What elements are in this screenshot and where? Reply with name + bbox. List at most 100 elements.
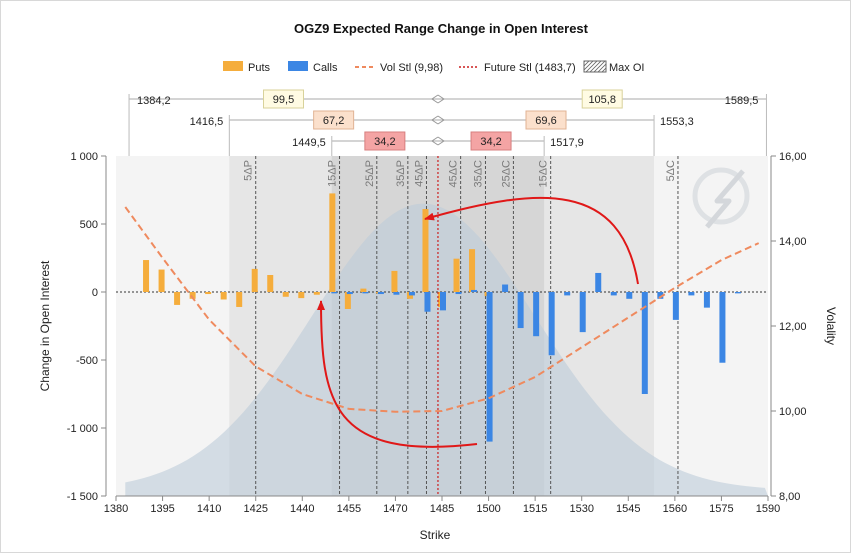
x-tick-label: 1425 [243, 503, 267, 515]
call-bar [408, 292, 415, 296]
put-bar [189, 292, 196, 299]
legend: Puts Calls Vol Stl (9,98) Future Stl (1483,… [223, 60, 644, 74]
put-bar [360, 288, 367, 292]
expected-ranges: 1384,2 1589,5 99,5 105,8 1416,5 1553,3 67,2 69,… [128, 89, 767, 156]
call-bar [440, 292, 446, 311]
y-tick-label: 1 000 [70, 151, 98, 163]
annotation-arrow-right [424, 196, 639, 285]
axes: 1380 1395 1410 1425 1440 1455 1470 1485 1500 1515… [67, 151, 807, 515]
call-bar [672, 292, 679, 320]
range-value-label: 105,8 [588, 94, 616, 106]
put-bar [329, 193, 336, 292]
call-bar [564, 292, 571, 296]
legend-swatch-hatch [583, 60, 607, 73]
x-axis-label: Strike [420, 528, 451, 542]
put-bar [298, 292, 305, 299]
put-bar [220, 292, 227, 300]
x-tick-label: 1455 [337, 503, 361, 515]
range-right-label: 1517,9 [550, 137, 584, 149]
y-tick-label: -1 500 [67, 491, 98, 503]
call-bar [610, 292, 617, 296]
range-right-label: 1589,5 [725, 95, 759, 107]
x-tick-label: 1545 [616, 503, 640, 515]
put-bar [282, 292, 289, 297]
watermark-logo-icon [692, 167, 750, 229]
legend-label: Calls [313, 62, 338, 74]
x-tick-label: 1500 [476, 503, 500, 515]
vol-curve-line [124, 206, 760, 413]
delta-label: 15ΔC [538, 160, 550, 188]
call-bar [331, 292, 338, 294]
call-bar [579, 292, 586, 333]
call-bar [424, 292, 431, 312]
legend-label: Puts [248, 62, 271, 74]
delta-label: 25ΔC [500, 160, 512, 188]
x-tick-label: 1590 [756, 503, 780, 515]
call-bar [657, 292, 664, 299]
call-bar [626, 292, 633, 299]
x-tick-label: 1530 [569, 503, 593, 515]
y-axis-label: Change in Open Interest [38, 260, 52, 391]
call-bar [362, 292, 369, 294]
y2-tick-label: 16,00 [779, 151, 807, 163]
y-tick-label: -1 000 [67, 423, 98, 435]
range-left-label: 1449,5 [292, 137, 326, 149]
x-tick-label: 1380 [104, 503, 128, 515]
range-left-label: 1416,5 [190, 116, 224, 128]
x-tick-label: 1440 [290, 503, 314, 515]
call-bar [393, 292, 400, 295]
annotation-arrow-left [317, 300, 478, 448]
y2-axis-label: Volality [824, 307, 838, 345]
y-tick-label: -500 [76, 355, 98, 367]
y2-tick-label: 12,00 [779, 321, 807, 333]
range-left-label: 1384,2 [137, 95, 171, 107]
call-bar [734, 292, 741, 294]
call-bar [688, 292, 695, 296]
y-tick-label: 0 [92, 287, 98, 299]
delta-label: 35ΔC [472, 160, 484, 188]
delta-label: 45ΔP [413, 160, 425, 187]
delta-label: 45ΔC [448, 160, 460, 188]
put-bar [251, 268, 258, 292]
call-bar [486, 292, 493, 442]
put-bar [422, 209, 429, 292]
x-tick-label: 1560 [663, 503, 687, 515]
x-tick-label: 1470 [383, 503, 407, 515]
call-bar [455, 292, 462, 295]
range-arrow [431, 94, 445, 104]
call-bar [533, 292, 540, 337]
y2-tick-label: 10,00 [779, 406, 807, 418]
range-value-box [263, 89, 305, 109]
put-bar [236, 292, 243, 307]
x-tick-label: 1515 [523, 503, 547, 515]
put-bar [174, 292, 181, 305]
call-bar [703, 292, 710, 308]
put-bar [391, 270, 398, 292]
call-bar [346, 292, 353, 295]
range-value-box [581, 89, 623, 109]
call-bar [595, 272, 602, 292]
expected-distribution-area [125, 203, 769, 496]
range-value-label: 69,6 [535, 115, 556, 127]
range-value-box [313, 110, 355, 130]
range-value-label: 34,2 [374, 136, 395, 148]
call-bar [471, 289, 478, 292]
range-value-box [364, 131, 406, 151]
y2-tick-label: 8,00 [779, 491, 800, 503]
x-tick-label: 1575 [709, 503, 733, 515]
range-value-label: 34,2 [480, 136, 501, 148]
call-bar [548, 292, 555, 356]
put-bar [158, 269, 165, 292]
call-bar [517, 292, 524, 329]
range-right-label: 1553,3 [660, 116, 694, 128]
put-bar [344, 292, 351, 309]
range-value-label: 67,2 [323, 115, 344, 127]
x-tick-label: 1395 [150, 503, 174, 515]
put-bar [453, 258, 460, 292]
put-bar [469, 249, 476, 292]
put-bar [313, 292, 320, 295]
range-value-box [525, 110, 567, 130]
legend-swatch [288, 61, 308, 71]
x-tick-label: 1485 [430, 503, 454, 515]
